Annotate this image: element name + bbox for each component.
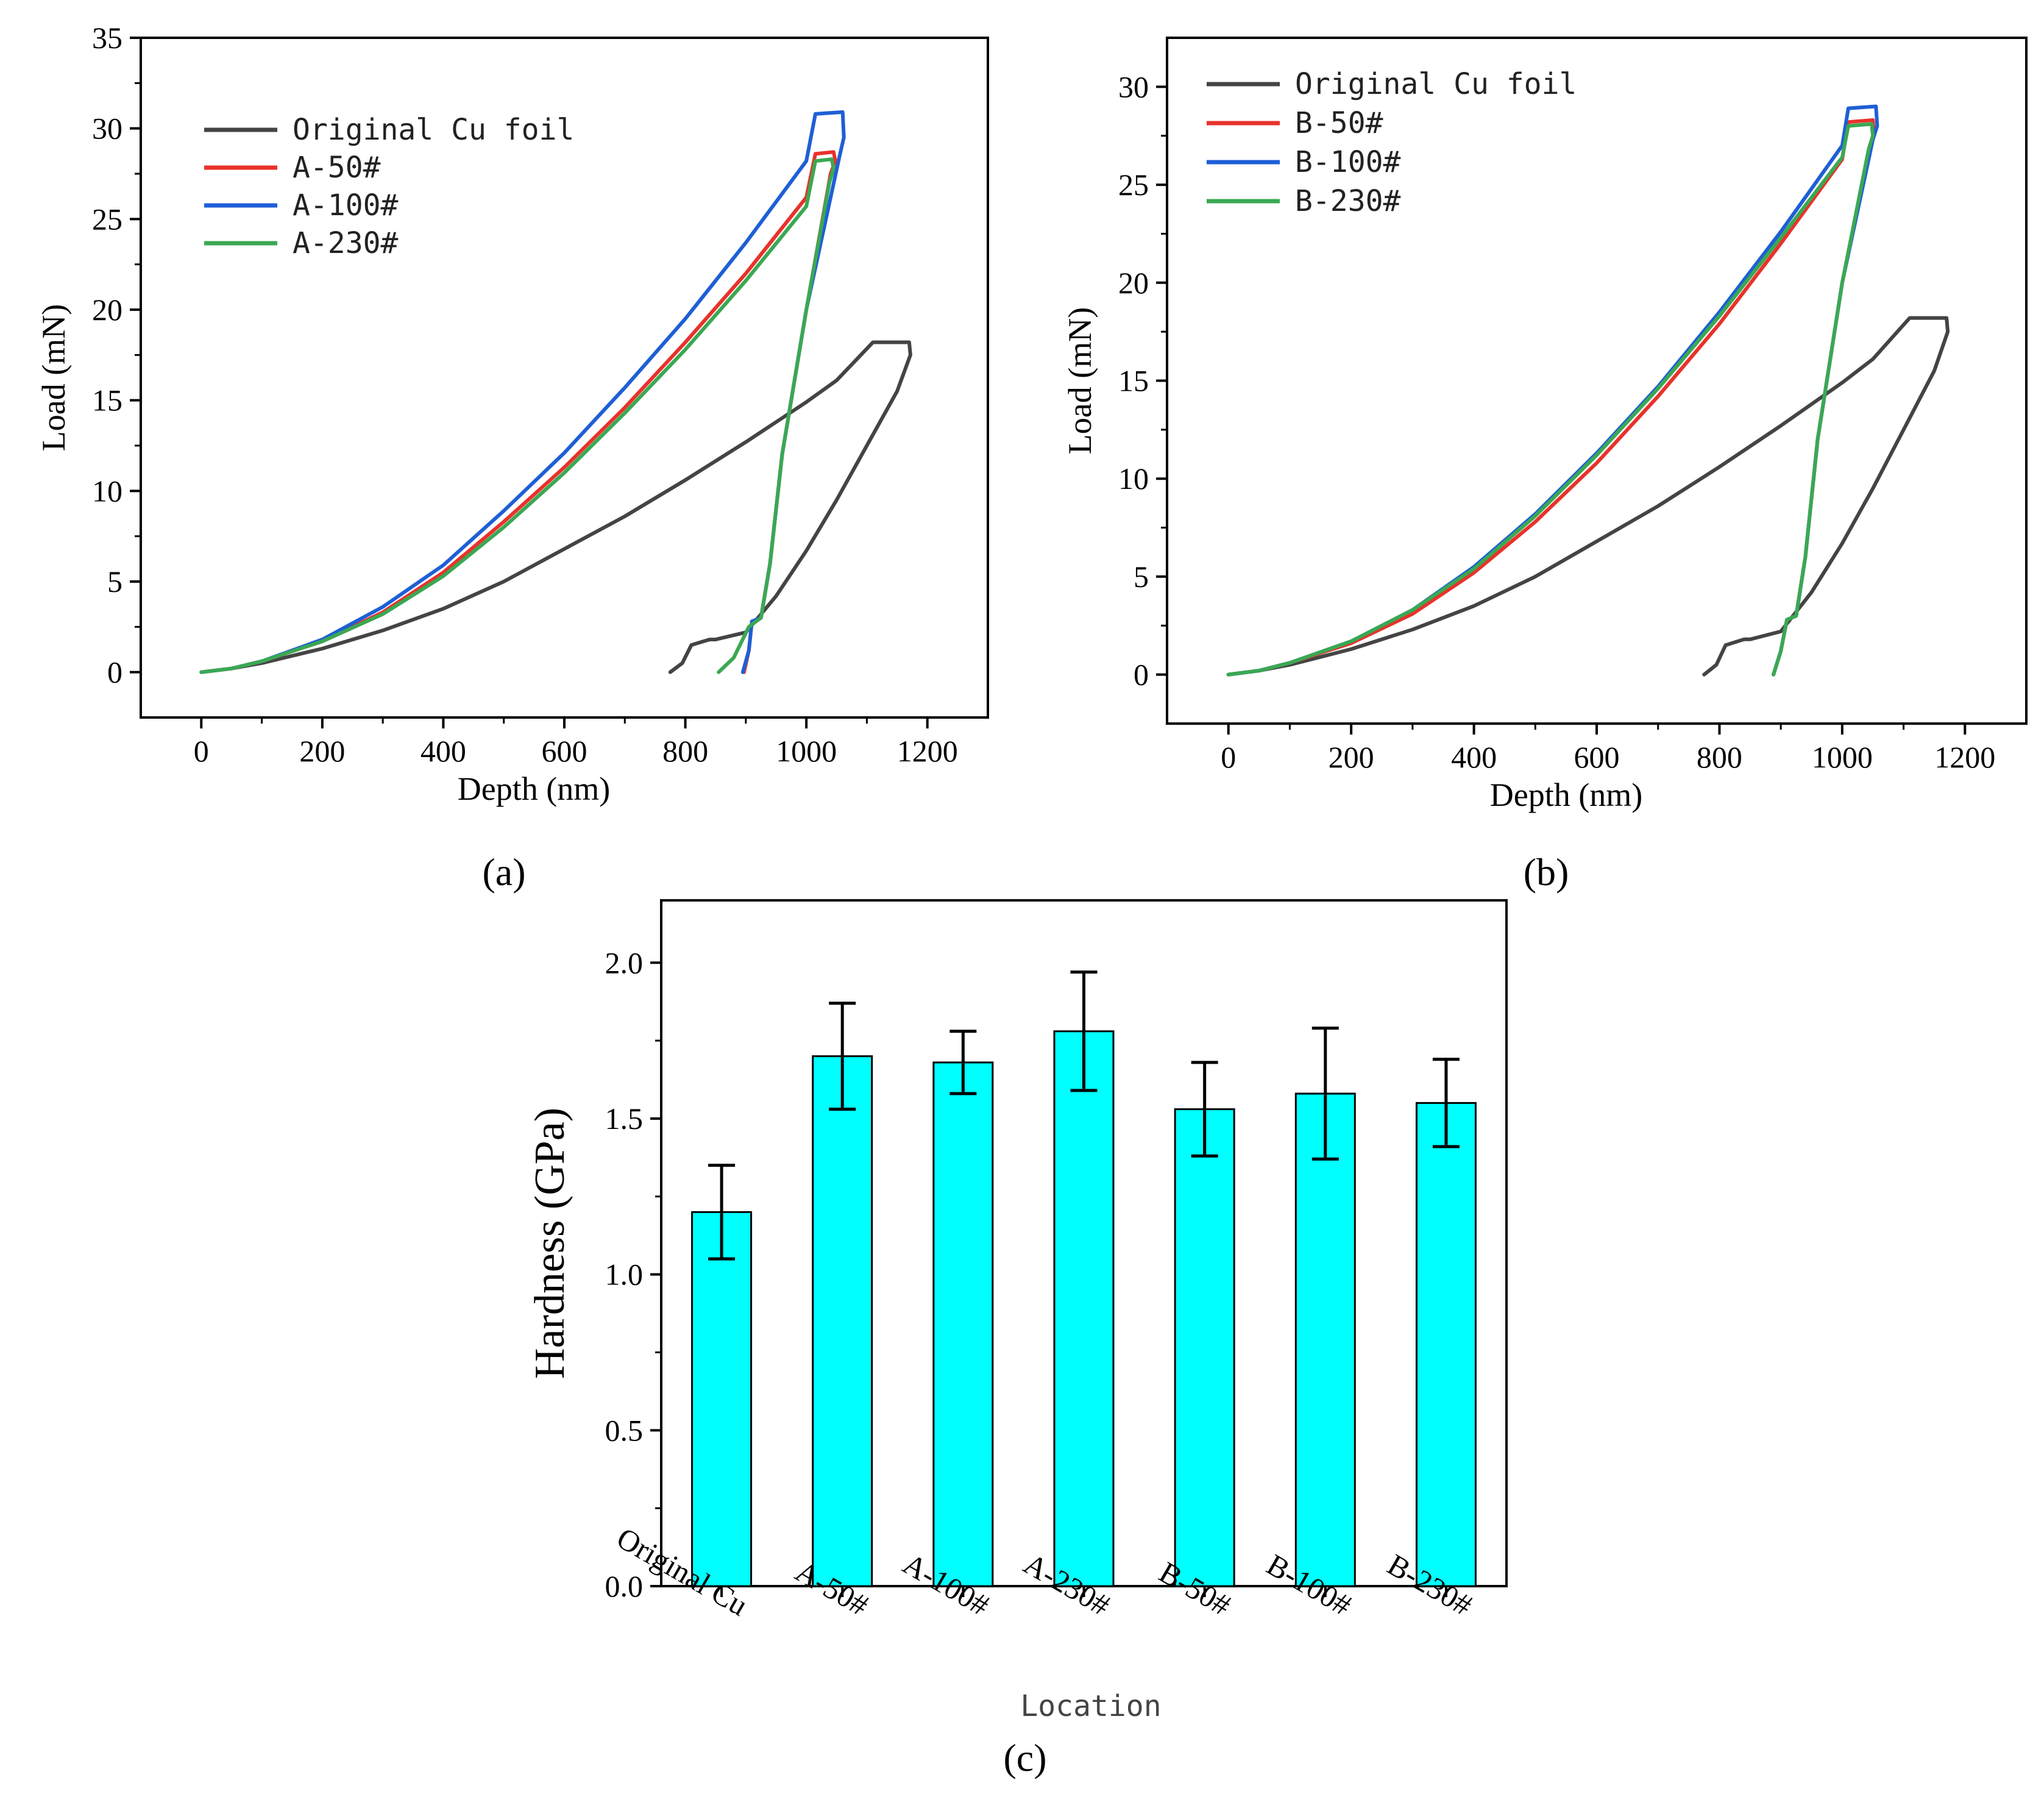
panel-b-chart: 0 200 400 600 800 1000 1200 0 5 10 15 20 25 30 Depth (… — [1062, 37, 2028, 894]
y-tick-label: 15 — [92, 383, 122, 418]
y-tick-label: 20 — [92, 293, 122, 327]
legend-label: B-100# — [1295, 145, 1400, 179]
panel-label: (c) — [1003, 1736, 1046, 1779]
y-tick-label: 2.0 — [605, 945, 644, 980]
x-axis-title: Depth (nm) — [458, 771, 610, 807]
x-tick-label: 1200 — [897, 734, 958, 768]
y-axis-title: Hardness (GPa) — [527, 1108, 573, 1379]
x-tick-label: 600 — [1574, 740, 1620, 774]
y-tick-label: 0 — [107, 655, 122, 689]
y-tick-label: 20 — [1118, 266, 1149, 300]
legend-label: B-230# — [1295, 184, 1400, 218]
x-tick-label: 0 — [1221, 740, 1236, 774]
plot-frame — [1166, 37, 2028, 725]
y-tick-label: 5 — [1134, 560, 1149, 594]
y-axis-title: Load (mN) — [1062, 307, 1098, 454]
legend-label: Original Cu foil — [1295, 67, 1577, 101]
x-tick-label: 1000 — [1812, 740, 1873, 774]
bar — [1294, 1092, 1356, 1587]
y-tick-label: 25 — [92, 202, 122, 236]
y-tick-label: 0.5 — [605, 1413, 644, 1447]
y-tick-label: 25 — [1118, 168, 1149, 202]
x-tick-label: 800 — [662, 734, 708, 768]
legend-label: B-50# — [1295, 106, 1383, 140]
panel-label: (a) — [482, 850, 525, 894]
panel-a-chart: 0 200 400 600 800 1000 1200 0 5 10 15 20 25 30 35 Depth… — [35, 21, 989, 894]
x-axis-title: Location — [1020, 1689, 1161, 1723]
bar — [691, 1211, 753, 1587]
bar — [1053, 1030, 1115, 1587]
series-line — [199, 340, 912, 674]
panel-label: (b) — [1524, 850, 1569, 894]
bar — [1415, 1102, 1477, 1587]
y-tick-label: 30 — [92, 112, 122, 146]
y-axis-title: Load (mN) — [35, 304, 72, 451]
y-tick-label: 10 — [1118, 461, 1149, 496]
series-line — [199, 157, 836, 674]
y-tick-label: 0 — [1134, 658, 1149, 692]
legend-label: A-100# — [293, 188, 398, 222]
x-tick-label: 200 — [299, 734, 345, 768]
x-tick-label: 0 — [194, 734, 209, 768]
x-tick-label: 200 — [1329, 740, 1374, 774]
series-line — [1226, 316, 1950, 677]
y-tick-label: 1.0 — [605, 1258, 644, 1292]
x-tick-label: 1000 — [776, 734, 837, 768]
series-line — [1226, 122, 1875, 677]
legend-label: A-50# — [293, 151, 381, 185]
x-tick-label: 400 — [1451, 740, 1497, 774]
y-tick-label: 15 — [1118, 364, 1149, 398]
x-tick-label: 800 — [1697, 740, 1742, 774]
x-tick-label: 1200 — [1934, 740, 1995, 774]
legend-label: Original Cu foil — [293, 113, 574, 147]
x-axis-title: Depth (nm) — [1490, 777, 1642, 813]
x-tick-label: 600 — [542, 734, 587, 768]
y-tick-label: 30 — [1118, 69, 1149, 104]
bar — [812, 1055, 873, 1587]
y-tick-label: 10 — [92, 474, 122, 508]
y-tick-label: 35 — [92, 21, 122, 55]
y-tick-label: 1.5 — [605, 1102, 644, 1136]
x-tick-label: 400 — [421, 734, 466, 768]
bar — [1174, 1108, 1235, 1587]
y-tick-label: 5 — [107, 564, 122, 599]
legend-label: A-230# — [293, 226, 398, 260]
y-tick-label: 0.0 — [605, 1569, 644, 1603]
bar — [932, 1061, 994, 1587]
